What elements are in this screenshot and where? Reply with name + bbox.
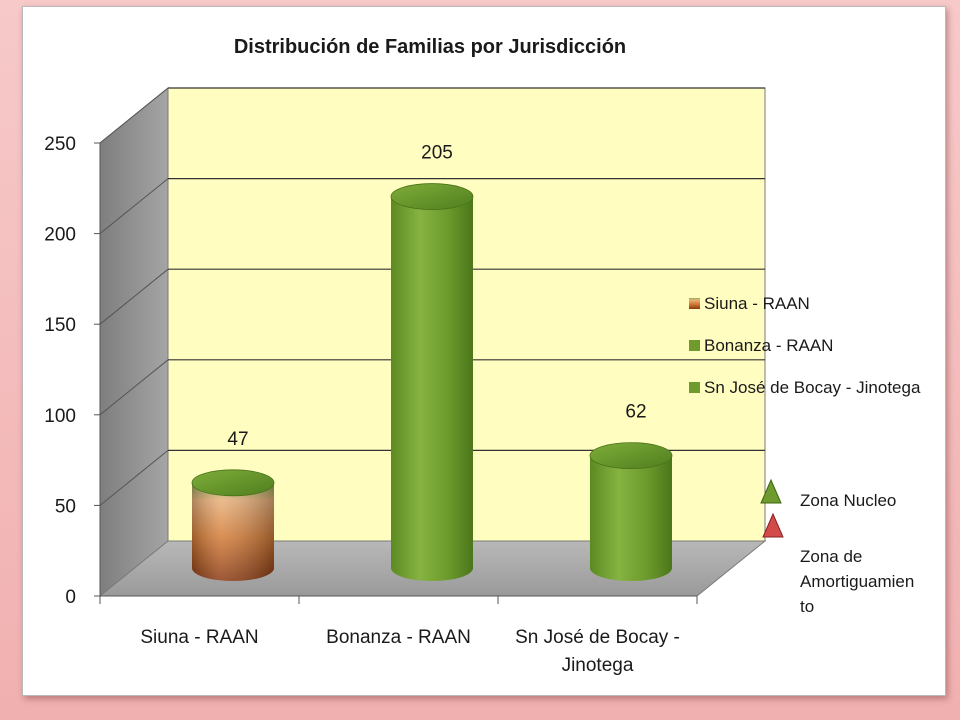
gridline-side	[99, 178, 169, 234]
y-tick-label: 250	[44, 134, 76, 155]
legend-label: Siuna - RAAN	[704, 294, 810, 313]
gridline-side	[99, 450, 169, 506]
zone-legend-label: Zona de	[800, 547, 862, 566]
green-triangle-icon	[760, 478, 782, 504]
x-axis: Siuna - RAAN Bonanza - RAAN Sn José de Boc…	[99, 595, 698, 676]
y-tick-label: 150	[44, 315, 76, 336]
legend-label: Bonanza - RAAN	[704, 336, 833, 355]
legend-swatch	[689, 340, 700, 351]
legend-item: Bonanza - RAAN	[689, 336, 833, 355]
gridline-side	[99, 359, 169, 416]
data-labels: 47 205 62	[227, 143, 646, 450]
zone-legend-item: Zona de Amortiguamien to	[762, 512, 914, 616]
legend-item: Sn José de Bocay - Jinotega	[689, 378, 921, 397]
legend-swatch	[689, 382, 700, 393]
x-tick-label: Jinotega	[562, 655, 634, 676]
zone-legend-label: to	[800, 597, 814, 616]
bar-top	[390, 183, 474, 210]
y-axis: 0 50 100 150 200 250	[44, 134, 101, 608]
bar-1	[191, 469, 275, 581]
bar-2	[390, 183, 474, 582]
y-tick-label: 50	[55, 496, 76, 517]
chart-title: Distribución de Familias por Jurisdicció…	[234, 36, 626, 58]
side-wall	[99, 86, 169, 598]
zone-legend-item: Zona Nucleo	[760, 478, 896, 510]
bar-body	[590, 455, 672, 581]
red-triangle-icon	[762, 512, 784, 538]
data-label: 47	[227, 429, 248, 450]
x-tick-label: Bonanza - RAAN	[326, 627, 471, 648]
zone-legend-label: Amortiguamien	[800, 572, 914, 591]
zone-legend-label: Zona Nucleo	[800, 491, 896, 510]
x-tick-label: Sn José de Bocay -	[515, 627, 680, 648]
legend: Siuna - RAAN Bonanza - RAAN Sn José de Boc…	[689, 294, 921, 397]
y-tick-label: 0	[65, 587, 76, 608]
legend-item: Siuna - RAAN	[689, 294, 810, 313]
bar-shading	[192, 482, 274, 581]
bars	[191, 183, 673, 582]
zone-legend: Zona Nucleo Zona de Amortiguamien to	[760, 478, 914, 616]
y-tick-label: 200	[44, 225, 76, 246]
gridline-side	[99, 87, 169, 144]
bar-top	[191, 469, 275, 497]
bar-body	[391, 196, 473, 582]
gridline-side	[99, 268, 169, 325]
data-label: 205	[421, 143, 453, 164]
bar-top	[589, 442, 673, 470]
data-label: 62	[625, 402, 646, 423]
legend-label: Sn José de Bocay - Jinotega	[704, 378, 921, 397]
x-tick-label: Siuna - RAAN	[140, 627, 258, 648]
bar-3	[589, 442, 673, 581]
y-tick-label: 100	[44, 406, 76, 427]
legend-swatch	[689, 298, 700, 309]
